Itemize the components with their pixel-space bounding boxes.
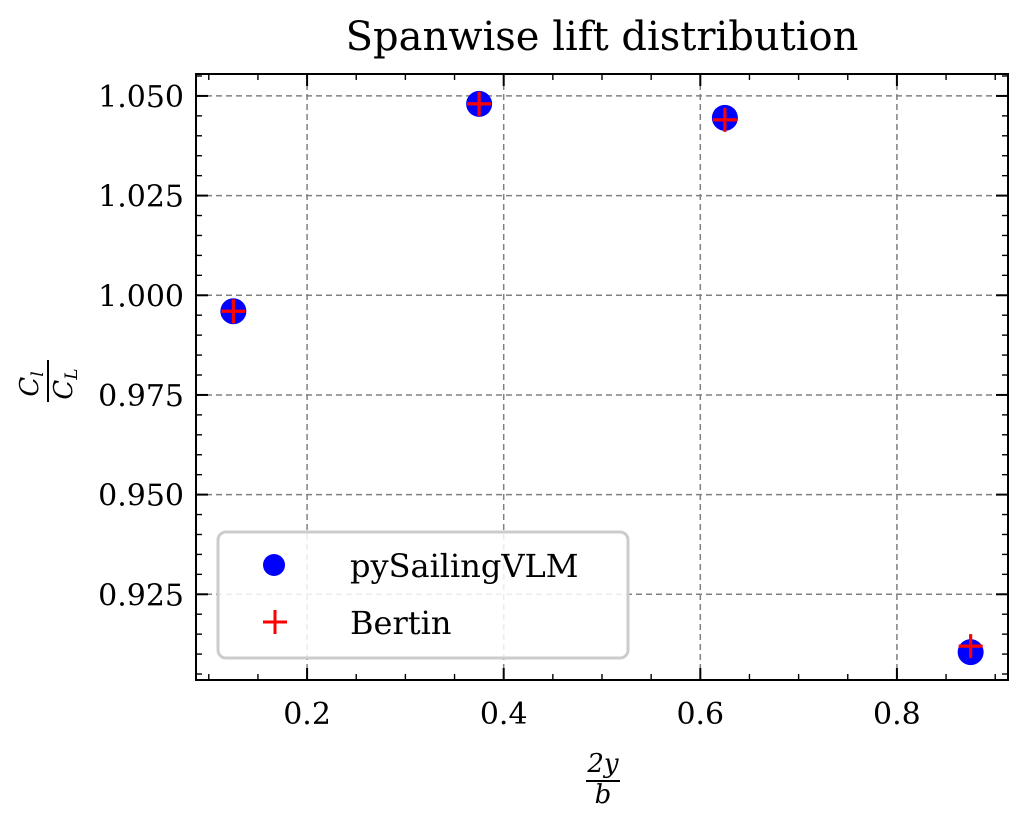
legend-label-pysailingvlm: pySailingVLM <box>350 547 578 585</box>
tick-labels: 0.2 0.4 0.6 0.8 0.925 0.950 0.975 1.000 1.025 1.0… <box>98 80 921 732</box>
y-axis-label-denominator: C <box>49 380 79 400</box>
chart-title: Spanwise lift distribution <box>346 14 859 60</box>
x-axis-label-numerator: 2y <box>586 749 619 779</box>
data-point-bertin <box>221 299 246 324</box>
x-tick-label: 0.6 <box>676 697 724 732</box>
y-tick-label: 0.950 <box>98 479 184 514</box>
legend-marker-pysailingvlm <box>263 554 285 576</box>
y-tick-label: 0.925 <box>98 578 184 613</box>
data-point-bertin <box>958 634 983 659</box>
legend: pySailingVLM Bertin <box>216 530 630 660</box>
legend-box <box>216 530 630 660</box>
svg-text:CL: CL <box>49 368 82 399</box>
x-tick-label: 0.8 <box>873 697 921 732</box>
legend-label-bertin: Bertin <box>350 604 451 642</box>
data-point-bertin <box>467 91 492 116</box>
x-axis-label: 2y b <box>586 749 620 810</box>
y-tick-label: 0.975 <box>98 379 184 414</box>
plot-frame <box>195 73 1009 681</box>
x-tick-label: 0.4 <box>480 697 528 732</box>
y-tick-label: 1.025 <box>98 180 184 215</box>
y-axis-label-denominator-sub: L <box>62 368 82 380</box>
y-tick-label: 1.000 <box>98 279 184 314</box>
data-point-bertin <box>712 107 737 132</box>
y-tick-label: 1.050 <box>98 80 184 115</box>
y-axis-label-numerator-sub: l <box>28 371 48 376</box>
y-axis-label: Cl CL <box>15 360 82 402</box>
x-axis-label-denominator: b <box>595 780 612 810</box>
svg-text:Cl: Cl <box>15 371 48 396</box>
data-points <box>220 90 984 666</box>
legend-marker-bertin <box>263 610 287 634</box>
x-tick-label: 0.2 <box>283 697 331 732</box>
y-axis-label-numerator: C <box>15 377 45 397</box>
